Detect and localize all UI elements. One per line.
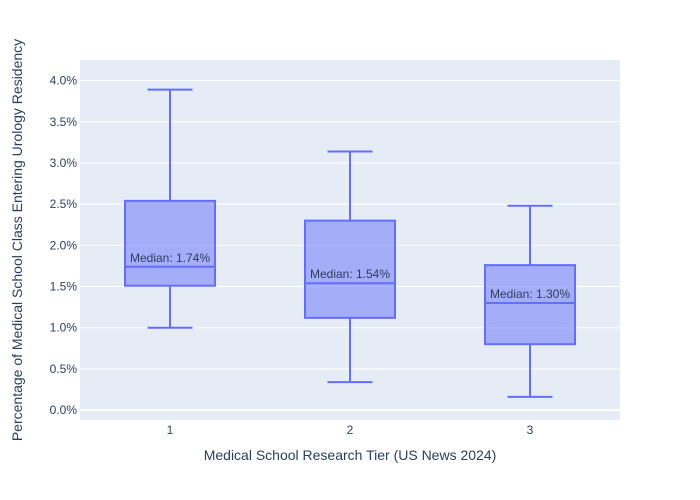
iqr-box (124, 199, 216, 287)
y-tick-label: 3.0% (50, 156, 78, 170)
y-tick-label: 4.0% (50, 74, 78, 88)
y-tick-label: 0.0% (50, 403, 78, 417)
box-2: Median: 1.54% (304, 150, 396, 384)
iqr-box (484, 264, 576, 346)
y-tick-label: 2.0% (50, 238, 78, 252)
box-3: Median: 1.30% (484, 204, 576, 398)
x-tick-label: 1 (167, 423, 174, 437)
y-tick-label: 2.5% (50, 197, 78, 211)
x-tick-label: 3 (527, 423, 534, 437)
x-axis-ticks: 1 2 3 (167, 423, 534, 437)
y-tick-label: 0.5% (50, 362, 78, 376)
y-tick-label: 3.5% (50, 115, 78, 129)
x-tick-label: 2 (347, 423, 354, 437)
y-tick-label: 1.5% (50, 280, 78, 294)
median-label: Median: 1.30% (490, 287, 570, 301)
y-axis-ticks: 0.0% 0.5% 1.0% 1.5% 2.0% 2.5% 3.0% 3.5% 4.0% (50, 74, 78, 418)
y-tick-label: 1.0% (50, 321, 78, 335)
y-axis-title: Percentage of Medical School Class Enter… (9, 39, 25, 441)
iqr-box (304, 219, 396, 319)
median-label: Median: 1.54% (310, 267, 390, 281)
box-series: Median: 1.74% Median: 1.54% Median: 1.30% (124, 88, 576, 398)
box-1: Median: 1.74% (124, 88, 216, 329)
x-axis-title: Medical School Research Tier (US News 20… (204, 447, 497, 463)
median-label: Median: 1.74% (130, 251, 210, 265)
